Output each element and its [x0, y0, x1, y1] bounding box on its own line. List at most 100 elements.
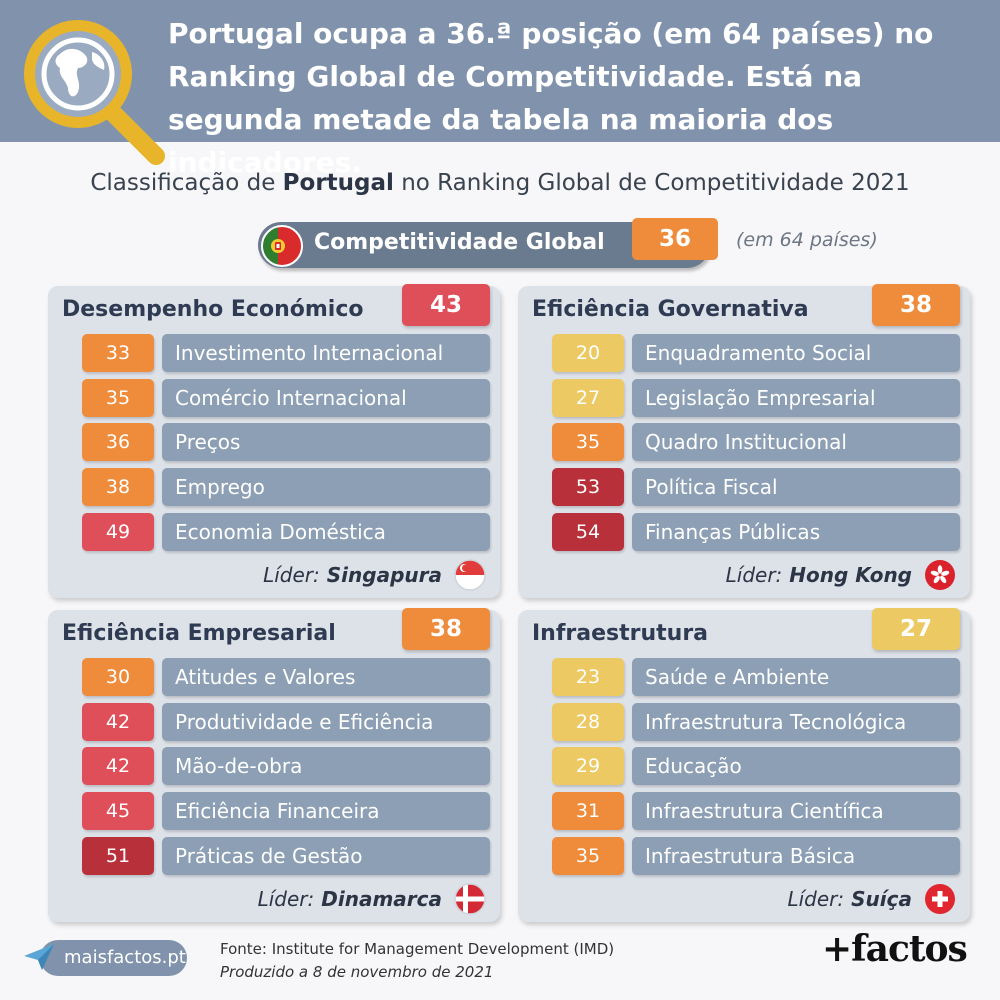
- panel-title: Eficiência Empresarial: [62, 621, 336, 646]
- indicator-label: Práticas de Gestão: [162, 836, 490, 875]
- indicator-label: Atitudes e Valores: [162, 658, 490, 696]
- indicator-row: 42 Produtividade e Eficiência: [82, 702, 490, 741]
- panel-title: Eficiência Governativa: [532, 297, 809, 322]
- indicator-rank: 51: [82, 836, 154, 875]
- indicator-rank: 28: [552, 702, 624, 741]
- indicator-rank: 29: [552, 747, 624, 786]
- indicator-label: Investimento Internacional: [162, 334, 490, 372]
- indicator-label: Infraestrutura Científica: [632, 792, 960, 831]
- indicator-row: 27 Legislação Empresarial: [552, 378, 960, 417]
- panel-rank-badge: 38: [872, 284, 960, 326]
- footer-produced-date: Produzido a 8 de novembro de 2021: [220, 963, 494, 981]
- globe-magnifier-icon: [24, 20, 165, 165]
- global-label: Competitividade Global: [314, 230, 605, 255]
- panel-infraestrutura: Infraestrutura 27 23 Saúde e Ambiente 28 Infr…: [518, 608, 970, 922]
- footer-source: Fonte: Institute for Management Developm…: [220, 940, 615, 958]
- indicator-row: 30 Atitudes e Valores: [82, 658, 490, 696]
- panel-rank-badge: 43: [402, 284, 490, 326]
- indicator-label: Mão-de-obra: [162, 747, 490, 786]
- headline: Portugal ocupa a 36.ª posição (em 64 paí…: [168, 17, 934, 179]
- indicator-rank: 42: [82, 702, 154, 741]
- paper-plane-icon: [24, 944, 54, 970]
- subtitle-country: Portugal: [282, 170, 394, 196]
- indicator-rank: 31: [552, 792, 624, 831]
- maisfactos-logo[interactable]: maisfactos.pt: [22, 940, 187, 976]
- indicator-row: 49 Economia Doméstica: [82, 512, 490, 551]
- hong-kong-flag-icon: [924, 559, 956, 591]
- singapore-flag-icon: [454, 559, 486, 591]
- indicator-list: 30 Atitudes e Valores 42 Produtividade e Ef…: [82, 658, 490, 881]
- leader-prefix: Líder:: [263, 563, 320, 587]
- indicator-row: 35 Infraestrutura Básica: [552, 836, 960, 875]
- indicator-row: 33 Investimento Internacional: [82, 334, 490, 372]
- indicator-label: Comércio Internacional: [162, 378, 490, 417]
- indicator-rank: 35: [552, 836, 624, 875]
- leader-line: Líder: Singapura: [263, 559, 486, 591]
- indicator-label: Economia Doméstica: [162, 512, 490, 551]
- leader-country: Hong Kong: [789, 563, 912, 587]
- indicator-rank: 33: [82, 334, 154, 372]
- indicator-row: 35 Comércio Internacional: [82, 378, 490, 417]
- indicator-rank: 23: [552, 658, 624, 696]
- indicator-row: 45 Eficiência Financeira: [82, 792, 490, 831]
- switzerland-flag-icon: [924, 883, 956, 915]
- indicator-rank: 38: [82, 468, 154, 507]
- leader-line: Líder: Suíça: [787, 883, 956, 915]
- panel-rank-badge: 27: [872, 608, 960, 650]
- panel-desempenho-econ-mico: Desempenho Económico 43 33 Investimento Int…: [48, 284, 500, 598]
- panel-title: Desempenho Económico: [62, 297, 364, 322]
- logo-pill: maisfactos.pt: [40, 940, 187, 976]
- indicator-row: 31 Infraestrutura Científica: [552, 792, 960, 831]
- panel-rank-badge: 38: [402, 608, 490, 650]
- indicator-rank: 36: [82, 423, 154, 462]
- panel-efici-ncia-empresarial: Eficiência Empresarial 38 30 Atitudes e Val…: [48, 608, 500, 922]
- indicator-label: Quadro Institucional: [632, 423, 960, 462]
- indicator-rank: 42: [82, 747, 154, 786]
- header-banner: Portugal ocupa a 36.ª posição (em 64 paí…: [0, 0, 1000, 179]
- denmark-flag-icon: [454, 883, 486, 915]
- indicator-row: 51 Práticas de Gestão: [82, 836, 490, 875]
- leader-line: Líder: Hong Kong: [726, 559, 956, 591]
- indicator-row: 29 Educação: [552, 747, 960, 786]
- indicator-row: 38 Emprego: [82, 468, 490, 507]
- leader-line: Líder: Dinamarca: [258, 883, 486, 915]
- indicator-row: 28 Infraestrutura Tecnológica: [552, 702, 960, 741]
- page-subtitle: Classificação de Portugal no Ranking Glo…: [90, 170, 910, 196]
- panel-efici-ncia-governativa: Eficiência Governativa 38 20 Enquadramento …: [518, 284, 970, 598]
- indicator-rank: 35: [82, 378, 154, 417]
- indicator-rank: 54: [552, 512, 624, 551]
- global-note: (em 64 países): [736, 229, 878, 251]
- indicator-rank: 53: [552, 468, 624, 507]
- indicator-rank: 35: [552, 423, 624, 462]
- leader-country: Suíça: [851, 887, 912, 911]
- leader-country: Dinamarca: [321, 887, 442, 911]
- indicator-label: Educação: [632, 747, 960, 786]
- global-competitiveness-bar: Competitividade Global 36: [258, 218, 718, 268]
- indicator-rank: 20: [552, 334, 624, 372]
- indicator-label: Infraestrutura Tecnológica: [632, 702, 960, 741]
- indicator-label: Política Fiscal: [632, 468, 960, 507]
- indicator-list: 33 Investimento Internacional 35 Comércio I…: [82, 334, 490, 557]
- panel-title: Infraestrutura: [532, 621, 709, 646]
- indicator-rank: 27: [552, 378, 624, 417]
- leader-country: Singapura: [326, 563, 442, 587]
- leader-prefix: Líder:: [725, 563, 783, 587]
- indicator-label: Saúde e Ambiente: [632, 658, 960, 696]
- indicator-label: Preços: [162, 423, 490, 462]
- indicator-label: Eficiência Financeira: [162, 792, 490, 831]
- indicator-row: 53 Política Fiscal: [552, 468, 960, 507]
- indicator-label: Legislação Empresarial: [632, 378, 960, 417]
- leader-prefix: Líder:: [257, 887, 315, 911]
- global-rank-badge: 36: [632, 218, 718, 260]
- indicator-row: 36 Preços: [82, 423, 490, 462]
- indicator-label: Emprego: [162, 468, 490, 507]
- indicator-list: 20 Enquadramento Social 27 Legislação Empre…: [552, 334, 960, 557]
- indicator-list: 23 Saúde e Ambiente 28 Infraestrutura Tecno…: [552, 658, 960, 881]
- indicator-row: 42 Mão-de-obra: [82, 747, 490, 786]
- indicator-row: 20 Enquadramento Social: [552, 334, 960, 372]
- brand-logo: +factos: [822, 928, 968, 970]
- indicator-rank: 45: [82, 792, 154, 831]
- indicator-row: 35 Quadro Institucional: [552, 423, 960, 462]
- indicator-row: 54 Finanças Públicas: [552, 512, 960, 551]
- portugal-flag-icon: [261, 225, 303, 267]
